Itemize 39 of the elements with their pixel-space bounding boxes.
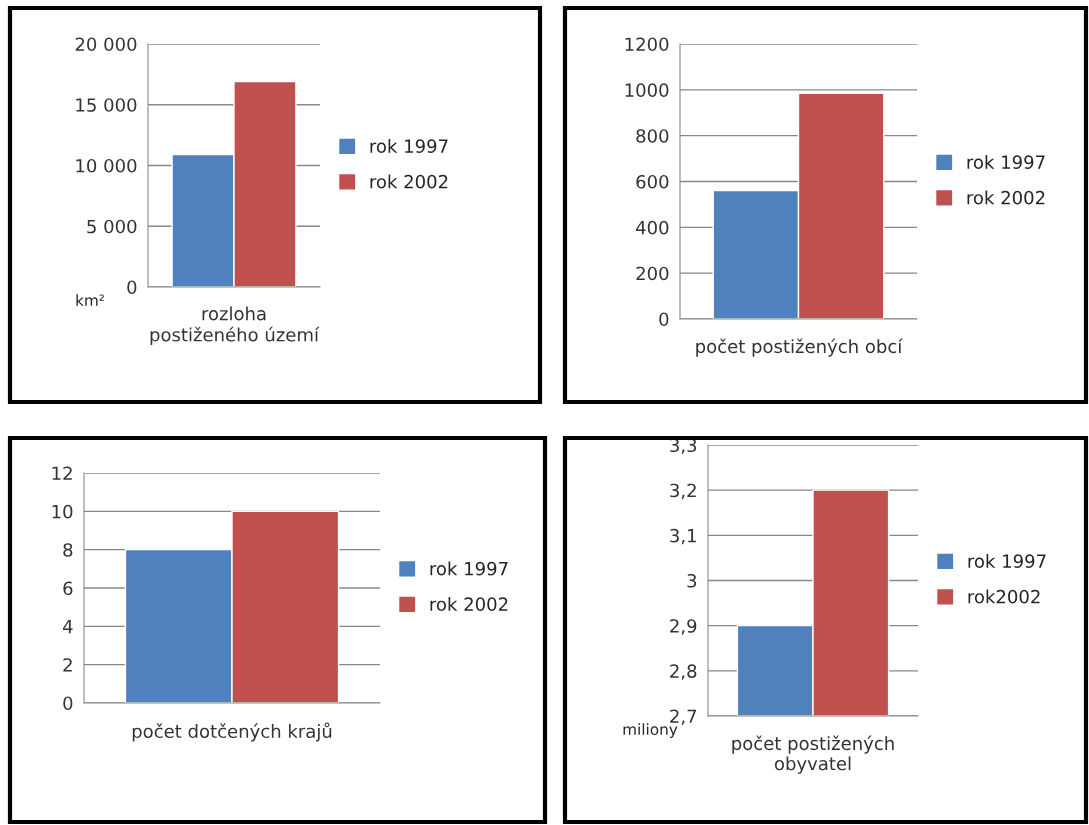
- x-tick-label: rozloha postiženého území: [150, 306, 320, 345]
- y-tick-label: 1200: [625, 37, 669, 52]
- y-tick-label: 800: [636, 129, 669, 143]
- legend-label: rok 1997: [967, 155, 1045, 169]
- y-tick-label: 6: [63, 581, 73, 596]
- legend-label: rok 2002: [370, 174, 448, 189]
- y-tick-label: 1000: [625, 83, 669, 97]
- legend-label: rok 1997: [430, 561, 508, 576]
- x-tick-label: počet postižených obcí: [696, 338, 903, 357]
- y-tick-label: 8: [63, 543, 73, 557]
- legend-label: rok 2002: [967, 190, 1045, 205]
- y-tick-label: 3: [687, 573, 697, 588]
- y-tick-label: 400: [636, 220, 669, 235]
- legend-label: rok 2002: [430, 597, 508, 611]
- y-tick-label: 200: [636, 266, 669, 281]
- y-tick-label: 5 000: [87, 219, 137, 234]
- y-axis-title: km²: [76, 294, 104, 306]
- y-tick-label: 2,7: [670, 709, 697, 725]
- y-tick-label: 3,1: [670, 528, 696, 545]
- y-tick-label: 20 000: [75, 37, 137, 52]
- y-tick-label: 12: [52, 466, 72, 480]
- legend-label: rok2002: [968, 589, 1040, 604]
- y-axis-title: miliony: [623, 723, 678, 738]
- y-tick-label: 10: [52, 504, 73, 519]
- y-tick-label: 2,9: [670, 619, 697, 635]
- y-tick-label: 3,2: [670, 483, 696, 500]
- legend-label: rok 1997: [968, 554, 1046, 568]
- x-tick-label: počet dotčených krajů: [132, 722, 332, 742]
- y-tick-label: 2,8: [670, 664, 697, 680]
- y-tick-label: 2: [63, 658, 72, 672]
- legend-label: rok 1997: [370, 139, 448, 153]
- y-tick-label: 4: [62, 620, 73, 634]
- y-tick-label: 600: [636, 174, 669, 189]
- y-tick-label: 10 000: [76, 158, 137, 173]
- y-tick-label: 0: [63, 696, 73, 711]
- x-tick-label: počet postižených obyvatel: [732, 735, 894, 774]
- y-tick-label: 0: [659, 312, 669, 327]
- y-tick-label: 15 000: [76, 98, 137, 112]
- y-tick-label: 0: [127, 280, 137, 295]
